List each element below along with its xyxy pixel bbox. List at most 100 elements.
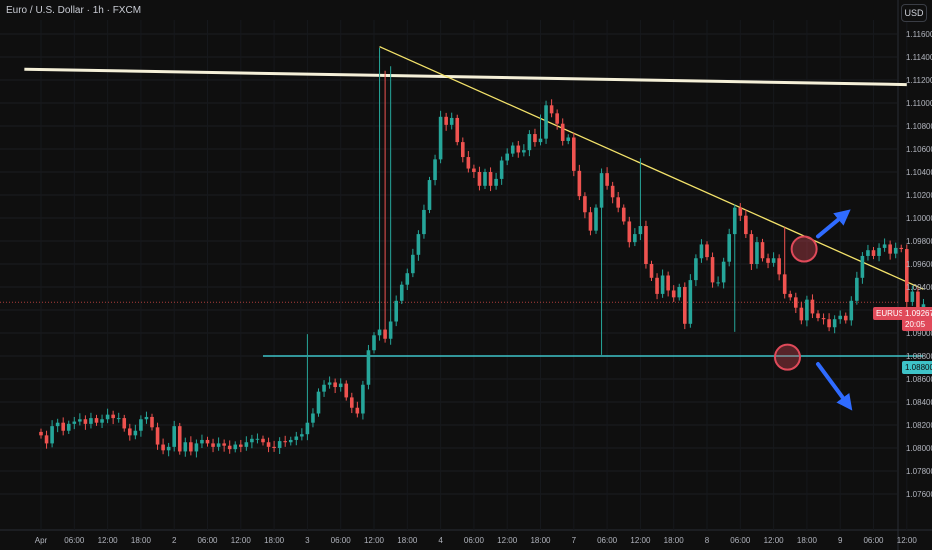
y-tick-label: 1.11400 <box>906 53 932 62</box>
candle-body <box>649 264 654 278</box>
candle-body <box>666 275 670 291</box>
candle-body <box>755 242 759 264</box>
candle-body <box>627 221 632 243</box>
candle-body <box>372 335 376 351</box>
candle-body <box>211 443 215 447</box>
x-tick-label: 18:00 <box>530 536 551 545</box>
y-tick-label: 1.11600 <box>906 30 932 39</box>
candle-body <box>843 315 848 321</box>
candle-body <box>122 418 127 429</box>
candle-body <box>583 196 587 213</box>
drawn-shapes <box>773 209 853 411</box>
candle-body <box>721 261 726 283</box>
currency-button[interactable]: USD <box>901 4 927 22</box>
x-tick-label: 06:00 <box>597 536 618 545</box>
candle-body <box>300 434 304 437</box>
candle-body <box>94 418 99 423</box>
candle-body <box>760 242 765 259</box>
candle-body <box>200 439 204 444</box>
candle-body <box>621 207 626 222</box>
x-tick-label: 7 <box>572 536 577 545</box>
x-tick-label: 18:00 <box>131 536 152 545</box>
candle-body <box>105 414 110 420</box>
candle-body <box>55 422 60 427</box>
x-tick-label: 12:00 <box>497 536 518 545</box>
candle-body <box>594 207 598 231</box>
y-tick-label: 1.09600 <box>906 260 932 269</box>
candle-body <box>527 134 532 151</box>
descending-trendline <box>379 46 924 290</box>
candle-body <box>560 123 565 141</box>
x-tick-label: 18:00 <box>797 536 818 545</box>
candle-body <box>338 383 343 388</box>
candle-body <box>544 105 548 139</box>
bar-countdown: 20:05 <box>905 320 926 329</box>
candle-body <box>483 172 487 186</box>
candle-body <box>832 319 837 328</box>
y-tick-label: 1.07800 <box>906 467 932 476</box>
candle-body <box>744 215 748 235</box>
candle-body <box>355 407 360 414</box>
candle-body <box>644 226 648 264</box>
candle-body <box>877 247 881 256</box>
candle-body <box>899 247 904 250</box>
candle-body <box>577 170 582 197</box>
candle-body <box>316 391 321 414</box>
y-tick-label: 1.10800 <box>906 122 932 131</box>
candle-body <box>455 117 460 143</box>
candle-body <box>233 444 238 450</box>
candle-body <box>283 441 287 443</box>
candle-body <box>782 274 787 294</box>
x-tick-label: 12:00 <box>897 536 918 545</box>
candle-body <box>72 421 77 424</box>
x-tick-label: 12:00 <box>764 536 785 545</box>
candle-body <box>827 319 831 328</box>
candle-body <box>599 173 604 208</box>
candle-body <box>416 234 421 255</box>
candle-body <box>83 419 88 424</box>
candle-body <box>716 282 720 284</box>
candle-body <box>871 250 876 256</box>
candle-body <box>677 287 682 298</box>
x-tick-label: 06:00 <box>64 536 85 545</box>
candle-body <box>183 442 188 452</box>
candle-body <box>888 244 892 254</box>
x-tick-label: 06:00 <box>331 536 352 545</box>
candle-body <box>694 258 698 281</box>
y-tick-label: 1.10000 <box>906 214 932 223</box>
candle-body <box>433 159 437 181</box>
candle-body <box>255 438 260 440</box>
candle-body <box>189 442 193 452</box>
candle-body <box>860 255 865 278</box>
candle-body <box>239 444 243 447</box>
candle-body <box>216 443 221 447</box>
price-axis: 1.11600 1.11400 1.11200 1.11000 1.10800 1.106… <box>906 30 932 499</box>
candle-body <box>821 318 826 320</box>
candle-body <box>910 291 915 302</box>
candle-body <box>660 275 665 294</box>
candle-body <box>333 382 337 388</box>
candle-body <box>549 105 554 114</box>
x-tick-label: 12:00 <box>630 536 651 545</box>
candle-body <box>133 430 138 436</box>
candle-body <box>277 441 282 448</box>
candle-body <box>150 416 154 428</box>
candle-body <box>466 157 471 169</box>
candle-body <box>849 300 854 321</box>
candle-body <box>172 426 176 447</box>
candle-body <box>244 442 249 447</box>
candle-body <box>116 418 121 420</box>
candle-body <box>205 439 210 444</box>
candle-body <box>816 313 820 319</box>
candle-body <box>144 416 149 420</box>
candle-body <box>311 413 315 423</box>
candle-body <box>155 427 160 445</box>
candle-body <box>605 173 609 186</box>
candle-body <box>161 444 165 451</box>
candle-body <box>494 178 498 186</box>
candle-body <box>905 249 909 302</box>
candle-body <box>777 258 781 275</box>
candle-body <box>322 384 326 392</box>
candle-body <box>488 172 493 186</box>
